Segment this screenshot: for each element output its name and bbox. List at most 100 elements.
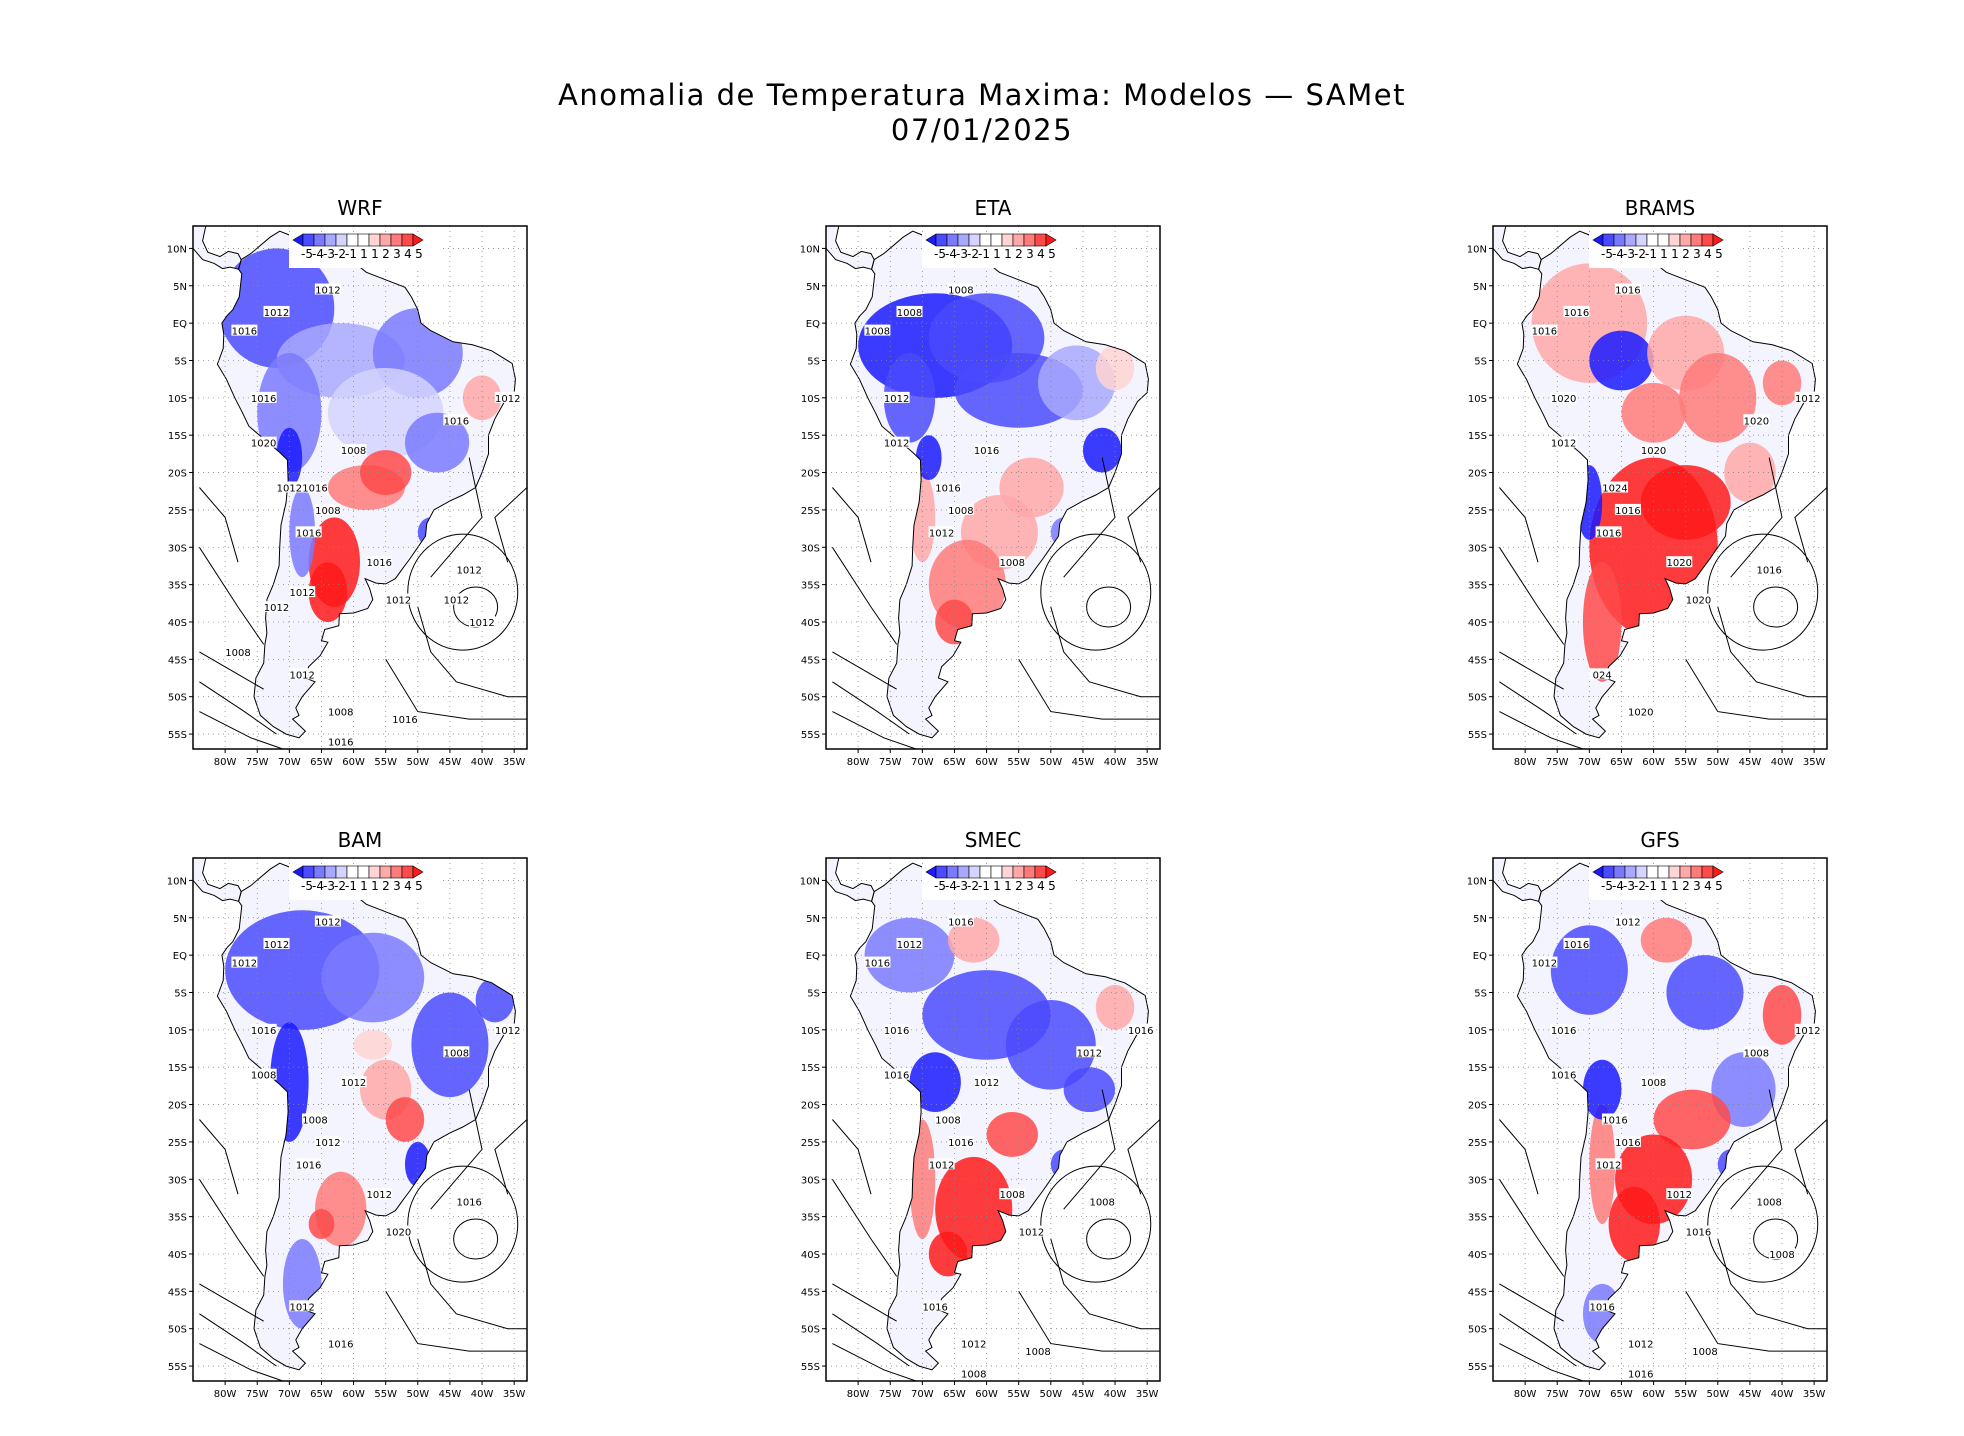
- lat-tick-label: 20S: [168, 1101, 187, 1112]
- anomaly-field: [1666, 955, 1744, 1030]
- lon-tick-label: 45W: [1739, 1389, 1762, 1400]
- contour-label: 1016: [948, 1138, 973, 1149]
- lat-tick-label: 5N: [173, 914, 187, 925]
- anomaly-field: [1050, 517, 1077, 548]
- contour-label: 1008: [948, 506, 973, 517]
- lat-tick-label: 10N: [167, 876, 187, 887]
- lat-tick-label: 5N: [173, 282, 187, 293]
- colorbar-label: 2: [1682, 879, 1690, 893]
- colorbar-label: -5: [301, 247, 313, 261]
- lat-tick-label: 55S: [1468, 730, 1487, 741]
- contour-label: 1012: [929, 1160, 954, 1171]
- anomaly-field: [417, 517, 444, 548]
- colorbar-max-arrow: [1045, 865, 1057, 879]
- lat-tick-label: 5S: [807, 356, 820, 367]
- lon-tick-label: 70W: [1578, 1389, 1601, 1400]
- anomaly-field: [1582, 562, 1622, 682]
- colorbar-label: 2: [382, 879, 390, 893]
- lat-tick-label: 10S: [1468, 1026, 1487, 1037]
- contour-label: 1012: [264, 308, 289, 319]
- colorbar-cell: [379, 233, 392, 247]
- colorbar-cell: [313, 865, 326, 879]
- map-panel-wrf: 1012101210121016101610201008101610081016…: [167, 225, 528, 768]
- contour-label: 1012: [315, 286, 340, 297]
- isobar: [1685, 1291, 1827, 1352]
- contour-label: 1012: [1077, 1048, 1102, 1059]
- colorbar-cell: [1624, 865, 1637, 879]
- lat-tick-label: EQ: [1473, 951, 1487, 962]
- isobar: [1499, 1313, 1577, 1367]
- lat-tick-label: EQ: [173, 951, 187, 962]
- colorbar-cell: [1701, 233, 1714, 247]
- colorbar-cell: [1635, 233, 1648, 247]
- lat-tick-label: 20S: [801, 1101, 820, 1112]
- contour-label: 1012: [1596, 1160, 1621, 1171]
- lon-tick-label: 55W: [1674, 757, 1697, 768]
- contour-label: 1012: [232, 959, 257, 970]
- colorbar-label: -1: [978, 879, 990, 893]
- contour-label: 1012: [974, 1078, 999, 1089]
- lon-tick-label: 60W: [1642, 1389, 1665, 1400]
- colorbar-label: -1: [1645, 879, 1657, 893]
- lat-tick-label: 50S: [1468, 1325, 1487, 1336]
- isobar: [1730, 1089, 1783, 1210]
- lon-tick-label: 60W: [975, 757, 998, 768]
- colorbar-max-arrow: [1712, 865, 1724, 879]
- colorbar-label: -4: [945, 247, 957, 261]
- map-panel-brams: 1016101610161016102010121020102410161016…: [1467, 225, 1828, 768]
- map-frame: [825, 225, 1161, 750]
- coastline: [849, 230, 1149, 739]
- lat-tick-label: 15S: [801, 431, 820, 442]
- colorbar-label: 4: [1037, 879, 1045, 893]
- lon-tick-label: 35W: [1803, 757, 1826, 768]
- contour-label: 1020: [1667, 558, 1692, 569]
- isobar: [1018, 659, 1160, 720]
- colorbar-cell: [946, 233, 959, 247]
- lon-tick-label: 70W: [911, 1389, 934, 1400]
- anomaly-field: [864, 917, 955, 993]
- colorbar-cell: [1679, 865, 1692, 879]
- isobar: [832, 681, 910, 735]
- contour-label: 1012: [367, 1190, 392, 1201]
- anomaly-field: [915, 435, 942, 481]
- contour-label: 1016: [884, 1026, 909, 1037]
- colorbar-label: 3: [1693, 247, 1701, 261]
- colorbar: -5 -4 -3 -2 -1 1 1 2 3 4 5: [1589, 232, 1743, 268]
- contour-label: 1008: [1756, 1198, 1781, 1209]
- isobar: [1086, 1218, 1132, 1260]
- colorbar-label: -3: [1623, 879, 1635, 893]
- isobar: [832, 1343, 917, 1381]
- lat-tick-label: EQ: [806, 319, 820, 330]
- panel-title-gfs: GFS: [1640, 828, 1680, 852]
- lon-tick-label: 80W: [214, 757, 237, 768]
- isobar: [832, 711, 917, 749]
- contour-label: 1020: [1744, 416, 1769, 427]
- contour-label: 1012: [495, 394, 520, 405]
- colorbar-cell: [357, 233, 370, 247]
- isobar: [1127, 1119, 1160, 1195]
- anomaly-field: [1005, 999, 1096, 1090]
- lat-tick-label: 20S: [801, 469, 820, 480]
- lon-tick-label: 65W: [1610, 1389, 1633, 1400]
- contour-label: 1012: [315, 918, 340, 929]
- contour-label: 1016: [1589, 1302, 1614, 1313]
- isobar: [385, 1291, 527, 1352]
- lat-tick-label: 5S: [807, 988, 820, 999]
- isobar: [1127, 487, 1160, 563]
- contour-label: 1016: [251, 394, 276, 405]
- isobar: [1040, 533, 1152, 651]
- lat-tick-label: 5N: [1473, 282, 1487, 293]
- lat-tick-label: 30S: [801, 1175, 820, 1186]
- colorbar: -5 -4 -3 -2 -1 1 1 2 3 4 5: [289, 864, 443, 900]
- lat-tick-label: 5N: [806, 282, 820, 293]
- contour-label: 1012: [315, 1138, 340, 1149]
- lat-tick-label: 30S: [1468, 1175, 1487, 1186]
- lat-tick-label: 50S: [801, 693, 820, 704]
- colorbar-label: -4: [945, 879, 957, 893]
- colorbar: -5 -4 -3 -2 -1 1 1 2 3 4 5: [1589, 864, 1743, 900]
- contour-label: 1016: [1615, 1138, 1640, 1149]
- lat-tick-label: 5N: [806, 914, 820, 925]
- isobar: [831, 547, 898, 645]
- lon-tick-label: 65W: [310, 757, 333, 768]
- lat-tick-label: 45S: [801, 655, 820, 666]
